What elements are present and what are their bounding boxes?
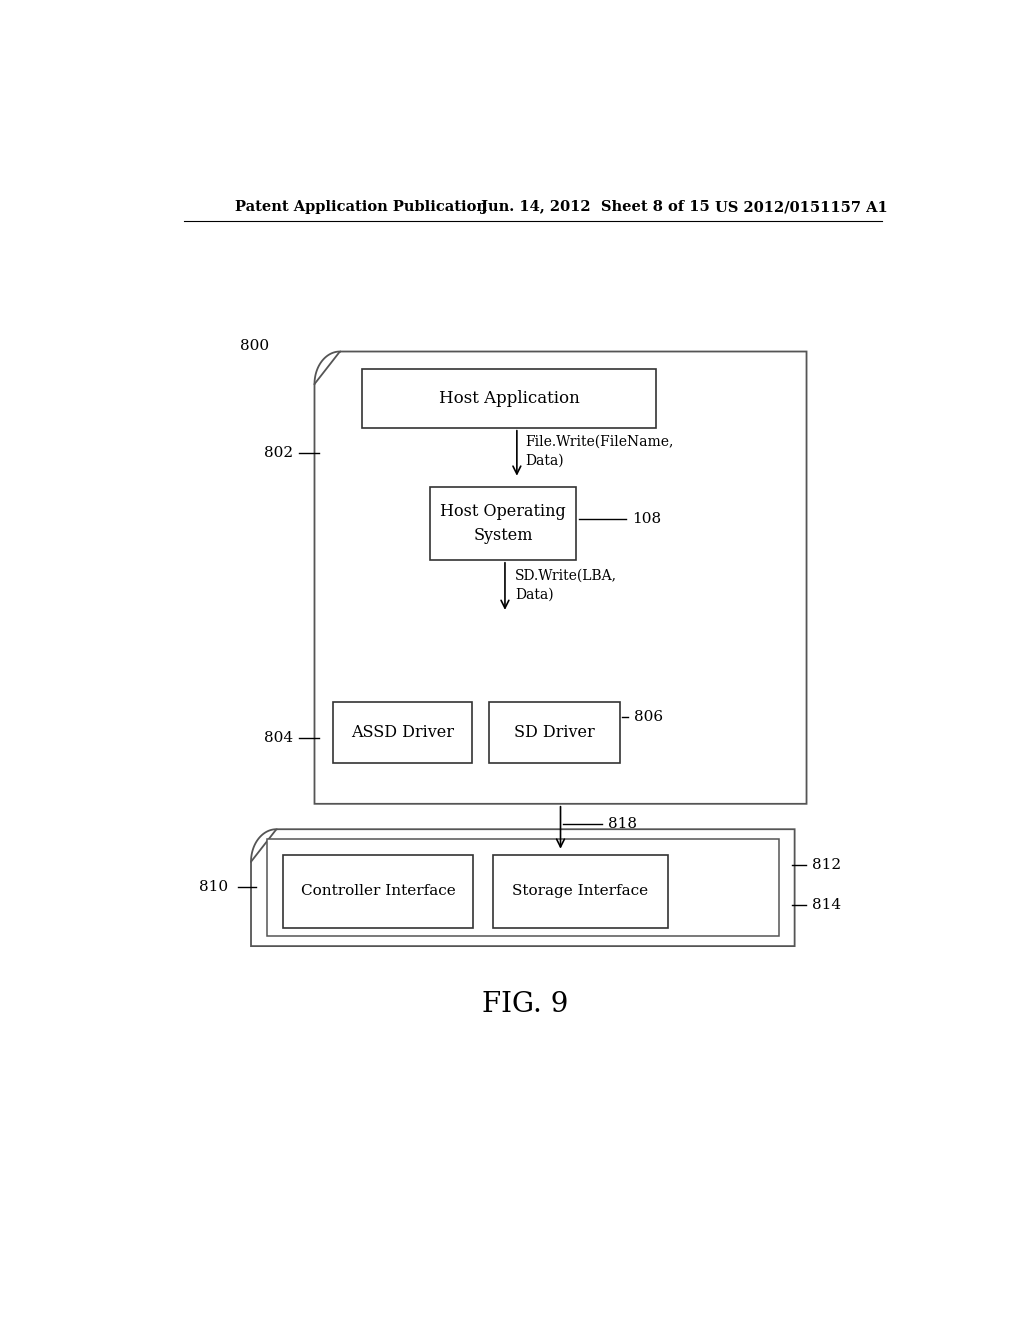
Text: 802: 802 [264,446,293,461]
Text: ASSD Driver: ASSD Driver [350,725,454,741]
Bar [333,702,472,763]
Text: 108: 108 [632,512,662,527]
Text: 810: 810 [199,880,228,894]
Text: 804: 804 [264,731,293,744]
Bar [489,702,621,763]
Text: Storage Interface: Storage Interface [512,884,648,898]
Text: US 2012/0151157 A1: US 2012/0151157 A1 [715,201,888,214]
Text: 806: 806 [634,710,664,725]
Text: Host Application: Host Application [438,389,580,407]
Text: File.Write(FileName,
Data): File.Write(FileName, Data) [524,434,673,467]
Text: Controller Interface: Controller Interface [301,884,456,898]
PathPatch shape [314,351,807,804]
Text: SD.Write(LBA,
Data): SD.Write(LBA, Data) [515,569,617,602]
Text: 812: 812 [812,858,841,871]
Text: SD Driver: SD Driver [514,725,595,741]
Text: Patent Application Publication: Patent Application Publication [236,201,487,214]
PathPatch shape [251,829,795,946]
Text: 818: 818 [608,817,637,832]
Text: FIG. 9: FIG. 9 [481,990,568,1018]
Text: 800: 800 [241,339,269,354]
Bar [494,854,668,928]
Bar [267,840,778,936]
Bar [283,854,473,928]
Text: Host Operating
System: Host Operating System [440,503,566,544]
Text: Jun. 14, 2012  Sheet 8 of 15: Jun. 14, 2012 Sheet 8 of 15 [481,201,710,214]
Text: 814: 814 [812,899,841,912]
Bar [430,487,577,560]
Bar [362,368,655,428]
